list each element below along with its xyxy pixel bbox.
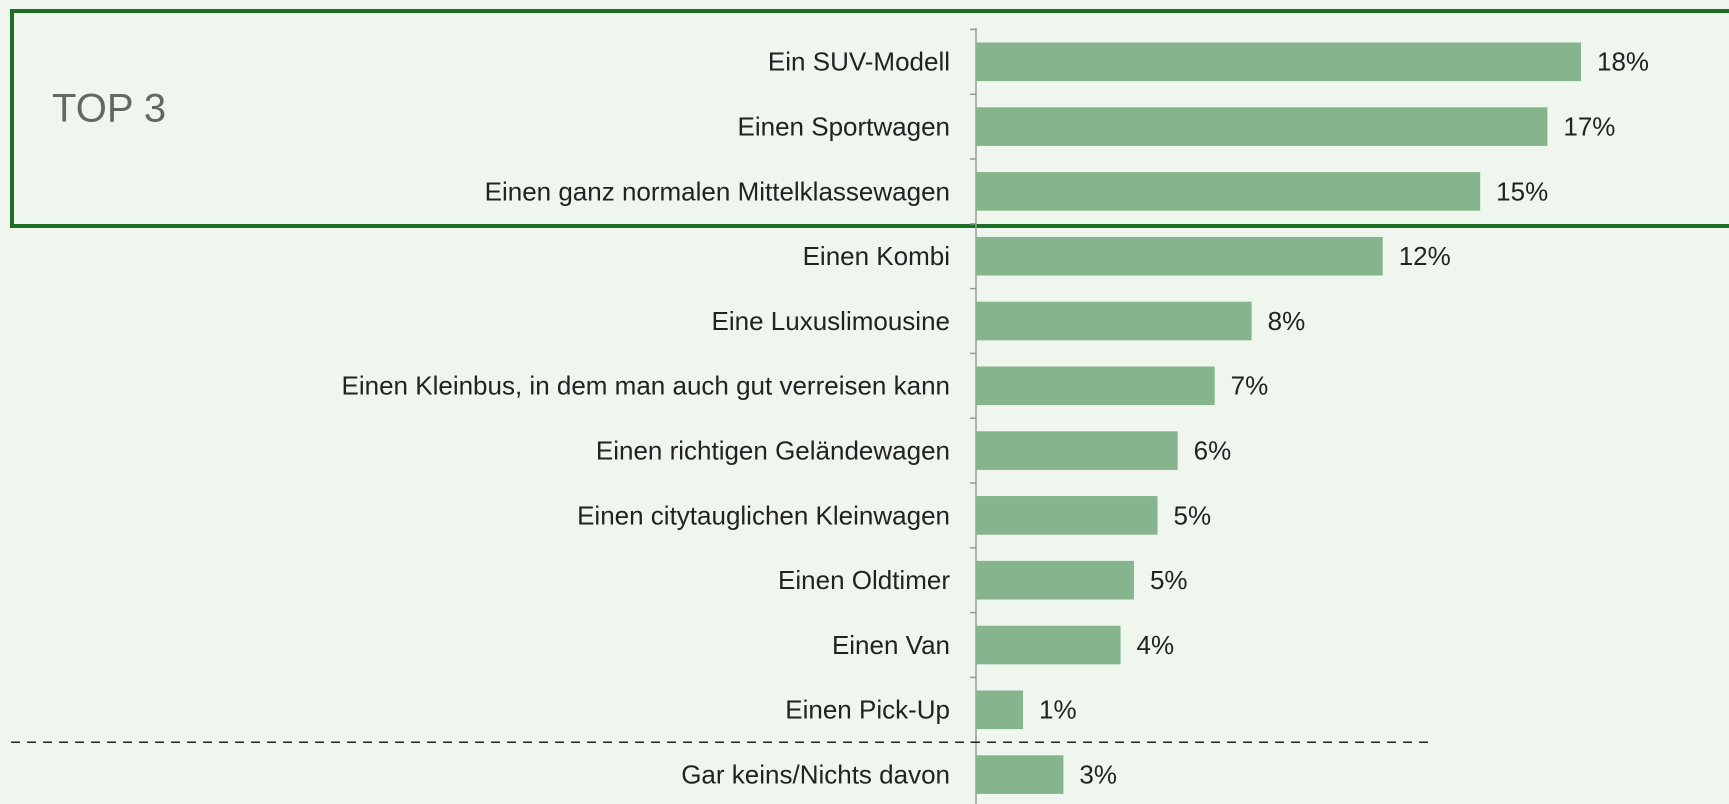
bar bbox=[976, 172, 1481, 211]
value-label: 12% bbox=[1399, 241, 1451, 271]
category-label: Einen Sportwagen bbox=[738, 111, 950, 141]
value-label: 6% bbox=[1194, 435, 1232, 465]
bar bbox=[976, 42, 1581, 82]
category-label: Einen ganz normalen Mittelklassewagen bbox=[485, 176, 950, 206]
value-label: 17% bbox=[1563, 111, 1615, 141]
category-label: Gar keins/Nichts davon bbox=[681, 759, 950, 789]
category-label: Einen Van bbox=[832, 630, 950, 660]
category-label: Einen Pick-Up bbox=[785, 695, 950, 725]
value-label: 8% bbox=[1268, 306, 1306, 336]
bar bbox=[976, 431, 1178, 470]
category-label: Einen citytauglichen Kleinwagen bbox=[577, 500, 950, 530]
category-label: Eine Luxuslimousine bbox=[712, 306, 950, 336]
category-label: Einen Oldtimer bbox=[778, 565, 950, 595]
bar bbox=[976, 236, 1383, 276]
value-label: 7% bbox=[1231, 371, 1269, 401]
bar bbox=[976, 301, 1252, 341]
annotation: TOP 3 bbox=[52, 87, 166, 131]
bar bbox=[976, 366, 1215, 406]
value-label: 4% bbox=[1137, 630, 1175, 660]
top3-box bbox=[10, 9, 1729, 228]
value-label: 3% bbox=[1079, 759, 1117, 789]
bar bbox=[976, 625, 1121, 665]
bar bbox=[976, 560, 1134, 600]
bar bbox=[976, 755, 1064, 794]
category-label: Einen richtigen Geländewagen bbox=[596, 435, 950, 465]
bar bbox=[976, 107, 1548, 146]
category-label: Ein SUV-Modell bbox=[768, 47, 950, 77]
bar bbox=[976, 496, 1158, 535]
value-label: 5% bbox=[1174, 500, 1212, 530]
value-label: 5% bbox=[1150, 565, 1188, 595]
value-label: 18% bbox=[1597, 47, 1649, 77]
bar bbox=[976, 690, 1024, 730]
category-label: Einen Kleinbus, in dem man auch gut verr… bbox=[342, 371, 950, 401]
category-label: Einen Kombi bbox=[803, 241, 950, 271]
value-label: 15% bbox=[1496, 176, 1548, 206]
value-label: 1% bbox=[1039, 695, 1077, 725]
